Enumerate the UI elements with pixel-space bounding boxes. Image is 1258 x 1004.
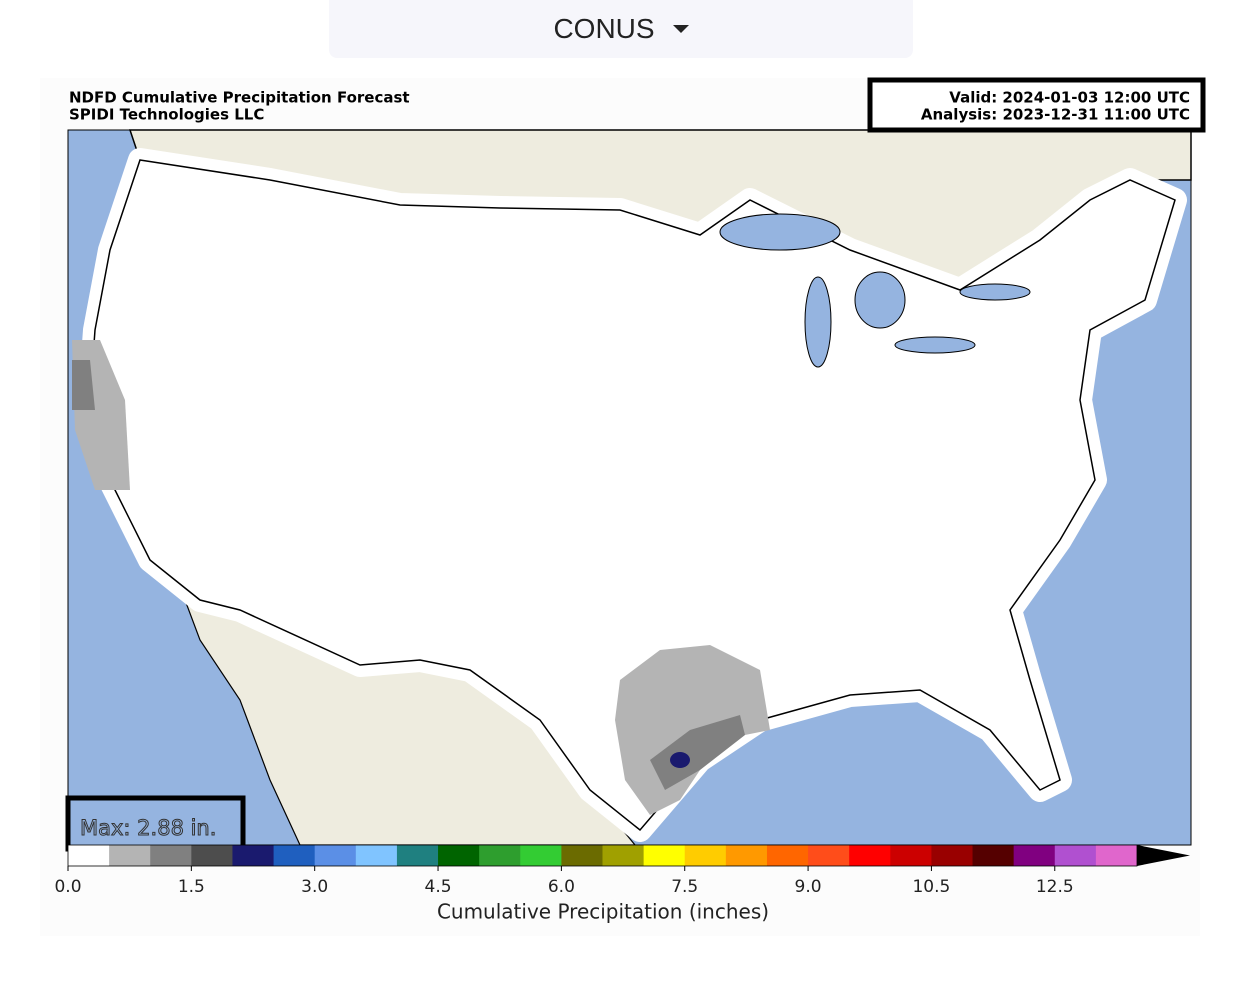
colorbar-swatch — [1054, 845, 1097, 866]
colorbar-tick-label: 10.5 — [912, 877, 950, 897]
max-value: Max: 2.88 in. — [80, 816, 216, 840]
colorbar-swatch — [972, 845, 1015, 866]
colorbar-swatch — [602, 845, 645, 866]
colorbar-label: Cumulative Precipitation (inches) — [437, 900, 769, 924]
colorbar-tick-label: 4.5 — [425, 877, 452, 897]
colorbar-tick-label: 7.5 — [671, 877, 698, 897]
valid-time: Valid: 2024-01-03 12:00 UTC — [949, 89, 1190, 107]
colorbar-tick-label: 9.0 — [795, 877, 822, 897]
lake — [854, 271, 906, 329]
map-title: NDFD Cumulative Precipitation Forecast — [69, 89, 410, 107]
colorbar-tick-label: 3.0 — [301, 877, 328, 897]
colorbar-swatch — [766, 845, 809, 866]
colorbar-swatch — [684, 845, 727, 866]
dropdown-label: CONUS — [553, 13, 655, 44]
colorbar-frame — [67, 844, 1138, 867]
colorbar-swatch — [1095, 845, 1138, 866]
colorbar-tick-label: 12.5 — [1036, 877, 1074, 897]
valid-box — [867, 77, 1206, 133]
colorbar-swatch — [438, 845, 480, 866]
colorbar-swatch — [808, 845, 850, 866]
colorbar-swatch — [191, 845, 233, 866]
lake — [894, 336, 976, 354]
max-box — [65, 795, 246, 852]
colorbar-swatch — [520, 845, 562, 866]
colorbar-swatch — [396, 845, 439, 866]
colorbar-swatch — [150, 845, 192, 866]
lake — [719, 213, 841, 251]
lake — [959, 283, 1031, 301]
colorbar-swatch — [273, 845, 316, 866]
colorbar-swatch — [479, 845, 521, 866]
great-lakes — [719, 213, 1031, 368]
colorbar-swatch — [890, 845, 932, 866]
colorbar-swatch — [314, 845, 357, 866]
precip-heavy — [670, 752, 690, 768]
colorbar-swatch — [68, 845, 110, 866]
colorbar-swatch — [232, 845, 275, 866]
colorbar-swatch — [109, 845, 151, 866]
lake — [804, 276, 832, 368]
region-dropdown[interactable]: CONUS — [329, 0, 913, 58]
colorbar-swatch — [355, 845, 398, 866]
colorbar-swatch — [1013, 845, 1056, 866]
analysis-time: Analysis: 2023-12-31 11:00 UTC — [921, 106, 1190, 124]
colorbar-tick-label: 6.0 — [548, 877, 575, 897]
map-subtitle: SPIDI Technologies LLC — [69, 106, 264, 124]
colorbar-tick-label: 1.5 — [178, 877, 205, 897]
colorbar-swatch — [931, 845, 974, 866]
precip-moderate — [650, 715, 745, 790]
colorbar-swatch — [643, 845, 686, 866]
colorbar-swatch — [561, 845, 603, 866]
colorbar-swatch — [849, 845, 891, 866]
colorbar-swatch — [725, 845, 768, 866]
precip-west-dark — [72, 360, 95, 410]
colorbar-tick-label: 0.0 — [54, 877, 81, 897]
colorbar-extend — [1137, 845, 1190, 866]
caret — [672, 25, 689, 33]
